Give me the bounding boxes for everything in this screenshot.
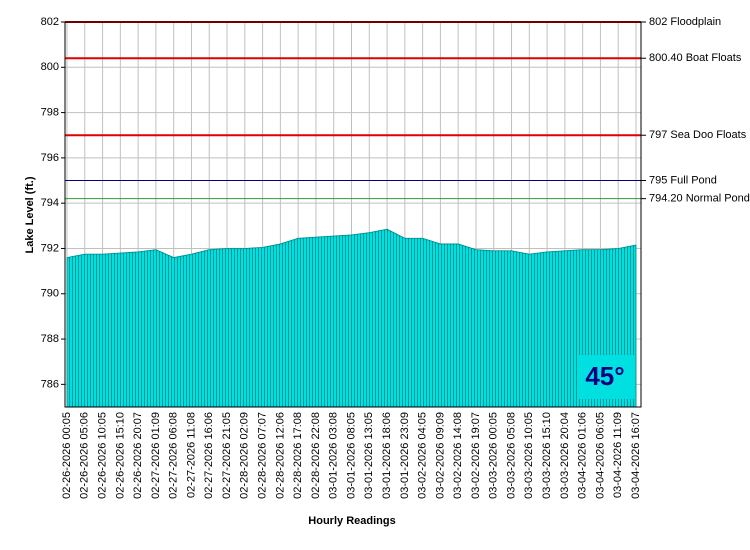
x-tick-label: 03-04-2026 11:09: [612, 412, 624, 498]
reference-label: 794.20 Normal Pond: [649, 193, 750, 205]
x-tick-label: 02-28-2026 07:07: [257, 412, 269, 499]
badge-box: [578, 355, 634, 399]
x-tick-label: 03-02-2026 09:09: [434, 412, 446, 499]
x-tick-label: 03-04-2026 01:06: [577, 412, 589, 499]
y-tick-label: 792: [41, 242, 59, 254]
x-tick-label: 02-26-2026 20:07: [132, 412, 144, 499]
x-tick-label: 03-04-2026 16:07: [630, 412, 642, 499]
y-tick-label: 794: [41, 197, 59, 209]
x-tick-label: 03-03-2026 20:04: [559, 412, 571, 499]
badge: 45°: [585, 361, 624, 391]
reference-label: 795 Full Pond: [649, 174, 717, 186]
reference-label: 802 Floodplain: [649, 16, 721, 28]
x-tick-label: 02-26-2026 10:05: [96, 412, 108, 499]
x-tick-label: 02-27-2026 11:08: [185, 412, 197, 498]
x-tick-label: 02-28-2026 22:08: [310, 412, 322, 499]
x-tick-label: 02-26-2026 15:10: [114, 412, 126, 499]
x-tick-label: 02-28-2026 12:06: [274, 412, 286, 499]
x-tick-label: 03-02-2026 19:07: [470, 412, 482, 499]
y-tick-label: 796: [41, 152, 59, 164]
x-tick-label: 03-04-2026 06:05: [594, 412, 606, 499]
x-tick-label: 02-27-2026 21:05: [221, 412, 233, 499]
x-tick-label: 03-03-2026 00:05: [488, 412, 500, 499]
y-tick-label: 790: [41, 288, 59, 300]
x-tick-label: 03-01-2026 18:06: [381, 412, 393, 499]
y-tick-label: 786: [41, 378, 59, 390]
area: [66, 228, 637, 408]
reference-label: 797 Sea Doo Floats: [649, 129, 747, 141]
x-tick-label: 02-26-2026 00:05: [61, 412, 73, 499]
x-tick-label: 03-01-2026 03:08: [328, 412, 340, 499]
x-tick-label: 03-03-2026 10:05: [523, 412, 535, 499]
x-tick-label: 03-03-2026 05:08: [505, 412, 517, 499]
y-tick-label: 802: [41, 16, 59, 28]
y-axis-title: Lake Level (ft.): [24, 176, 36, 253]
x-tick-label: 03-01-2026 13:05: [363, 412, 375, 499]
x-axis-title: Hourly Readings: [308, 515, 395, 527]
x-tick-label: 02-26-2026 05:06: [79, 412, 91, 499]
x-tick-label: 03-01-2026 08:05: [345, 412, 357, 499]
x-tick-label: 03-03-2026 15:10: [541, 412, 553, 499]
x-tick-label: 02-28-2026 17:08: [292, 412, 304, 499]
reference-label: 800.40 Boat Floats: [649, 52, 742, 64]
y-tick-label: 800: [41, 61, 59, 73]
y-tick-label: 788: [41, 333, 59, 345]
x-tick-label: 02-28-2026 02:09: [239, 412, 251, 499]
x-tick-label: 03-02-2026 04:05: [417, 412, 429, 499]
plot-border: [64, 21, 642, 408]
x-tick-label: 03-02-2026 14:08: [452, 412, 464, 499]
y-tick-label: 798: [41, 106, 59, 118]
x-tick-label: 02-27-2026 06:08: [168, 412, 180, 499]
x-tick-label: 02-27-2026 01:09: [150, 412, 162, 499]
x-tick-label: 03-01-2026 23:09: [399, 412, 411, 499]
x-tick-label: 02-27-2026 16:06: [203, 412, 215, 499]
